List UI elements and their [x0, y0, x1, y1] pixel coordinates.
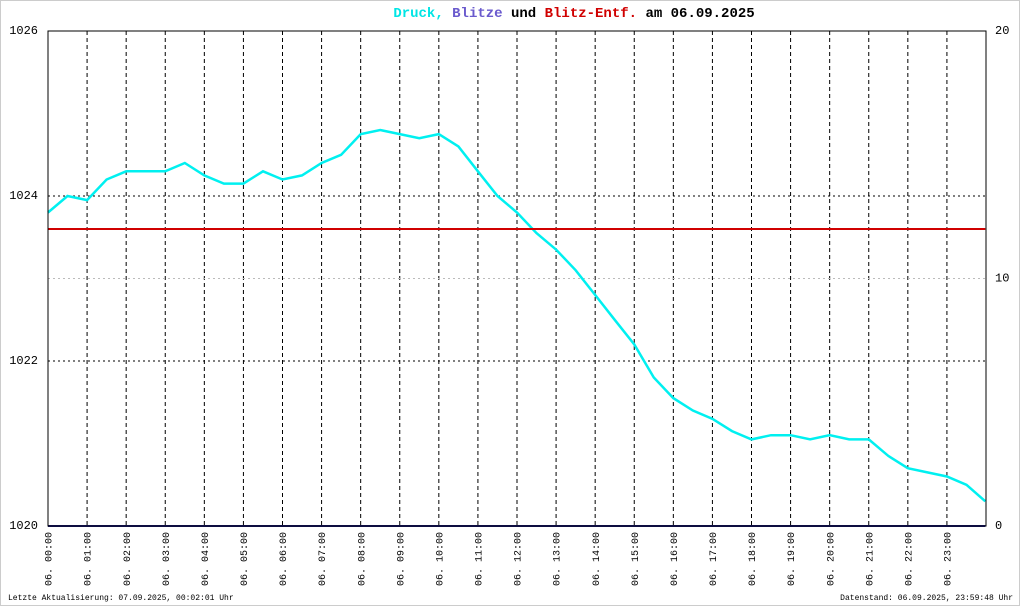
y2-tick-label: 0	[995, 519, 1002, 533]
y2-tick-label: 10	[995, 272, 1009, 286]
x-tick-label: 06. 11:00	[475, 532, 486, 586]
title-part: Blitz-Entf.	[545, 6, 637, 22]
x-tick-label: 06. 23:00	[944, 532, 955, 586]
x-tick-label: 06. 13:00	[553, 532, 564, 586]
plot-frame	[47, 30, 987, 527]
y-tick-label: 1026	[9, 24, 38, 38]
x-tick-label: 06. 21:00	[865, 532, 876, 586]
x-tick-label: 06. 19:00	[787, 532, 798, 586]
y-tick-label: 1024	[9, 189, 38, 203]
x-tick-label: 06. 16:00	[670, 532, 681, 586]
x-tick-label: 06. 17:00	[709, 532, 720, 586]
title-part: und	[511, 6, 536, 22]
x-tick-label: 06. 18:00	[748, 532, 759, 586]
title-part: Blitze	[452, 6, 502, 22]
x-tick-label: 06. 02:00	[123, 532, 134, 586]
x-tick-label: 06. 10:00	[435, 532, 446, 586]
x-tick-label: 06. 07:00	[318, 532, 329, 586]
x-tick-label: 06. 09:00	[396, 532, 407, 586]
chart-title: Druck, Blitze und Blitz-Entf. am 06.09.2…	[393, 6, 754, 22]
x-tick-label: 06. 03:00	[162, 532, 173, 586]
x-tick-label: 06. 22:00	[904, 532, 915, 586]
x-tick-label: 06. 14:00	[592, 532, 603, 586]
x-tick-label: 06. 12:00	[514, 532, 525, 586]
x-tick-label: 06. 00:00	[45, 532, 56, 586]
x-tick-label: 06. 08:00	[357, 532, 368, 586]
x-tick-label: 06. 20:00	[826, 532, 837, 586]
y-tick-label: 1020	[9, 519, 38, 533]
x-tick-label: 06. 05:00	[240, 532, 251, 586]
y2-tick-label: 20	[995, 24, 1009, 38]
footer-left: Letzte Aktualisierung: 07.09.2025, 00:02…	[8, 594, 234, 603]
title-part: Druck,	[393, 6, 443, 22]
x-tick-label: 06. 15:00	[631, 532, 642, 586]
footer-right: Datenstand: 06.09.2025, 23:59:48 Uhr	[840, 594, 1013, 603]
x-tick-label: 06. 01:00	[84, 532, 95, 586]
title-part: am 06.09.2025	[645, 6, 754, 22]
x-tick-label: 06. 04:00	[201, 532, 212, 586]
series-line	[47, 128, 987, 503]
x-tick-label: 06. 06:00	[279, 532, 290, 586]
y-tick-label: 1022	[9, 354, 38, 368]
